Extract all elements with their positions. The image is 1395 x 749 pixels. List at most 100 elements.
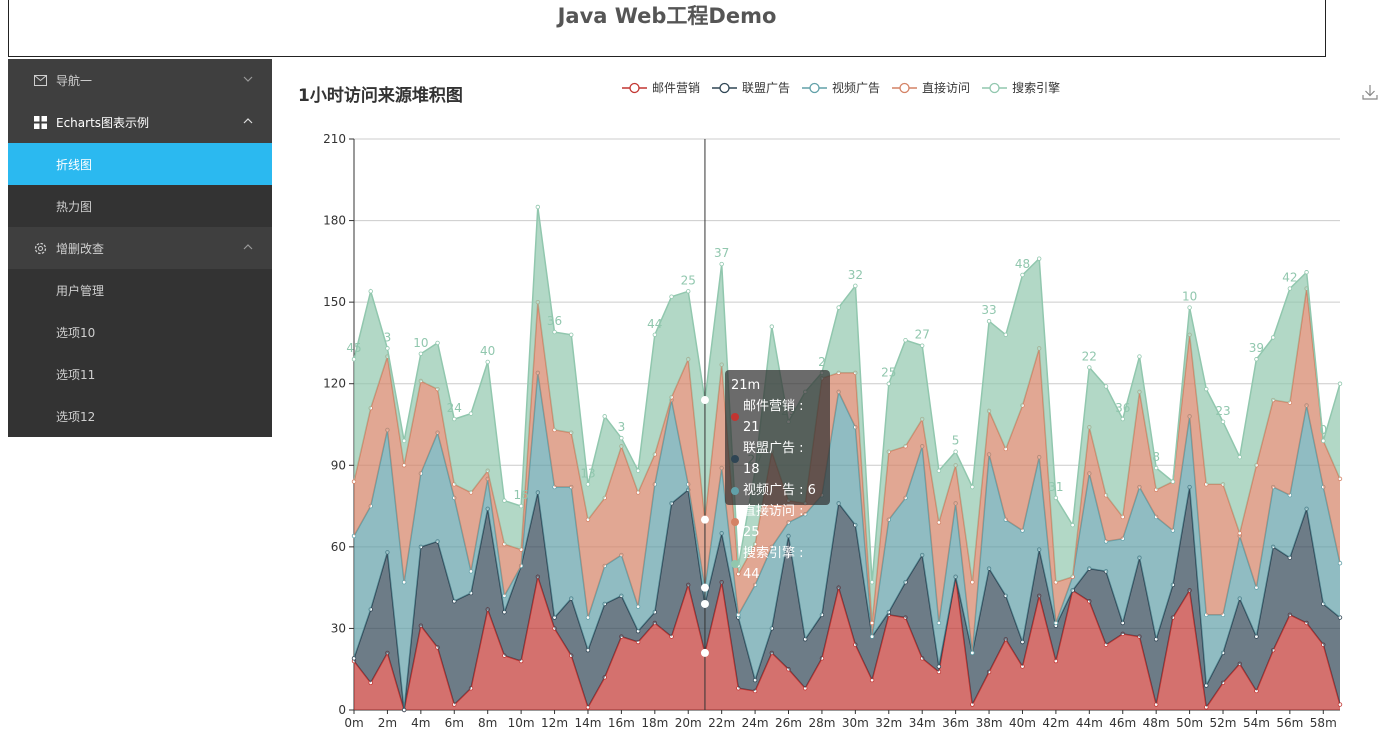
line-搜索引擎: [353, 206, 1341, 583]
y-tick-label: 150: [323, 295, 346, 309]
point-搜索引擎: [1237, 454, 1242, 460]
data-label: 37: [714, 246, 729, 260]
gear-icon: [33, 241, 47, 255]
point-搜索引擎: [1304, 270, 1309, 275]
data-label: 2: [818, 355, 826, 369]
x-tick-label: 6m: [445, 716, 464, 730]
legend-label: 视频广告: [832, 81, 881, 95]
x-tick-label: 38m: [976, 716, 1003, 730]
tooltip-row-text: 搜索引擎 : 44: [742, 546, 804, 582]
hover-point: [700, 648, 709, 657]
series-dot-icon: [731, 560, 739, 568]
data-label: 36: [547, 314, 562, 328]
chevron-up-icon: [243, 244, 253, 250]
point-搜索引擎: [869, 580, 875, 585]
point-搜索引擎: [669, 294, 674, 299]
sidebar: 导航一 Echarts图表示例 折线图 热力图 增删改查 用户管理 选项10 选…: [8, 59, 272, 437]
tooltip-row: 直接访问 : 25: [731, 501, 824, 543]
point-搜索引擎: [903, 338, 908, 343]
hover-point: [700, 515, 709, 524]
tooltip-header: 21m: [731, 378, 761, 393]
point-搜索引擎: [368, 289, 373, 294]
legend-label: 搜索引擎: [1012, 81, 1061, 95]
x-tick-label: 0m: [344, 716, 363, 730]
point-搜索引擎: [1287, 286, 1293, 291]
data-label: 16: [513, 488, 528, 502]
legend-label: 联盟广告: [742, 81, 791, 95]
y-tick-label: 30: [331, 621, 346, 635]
sidebar-item-line-chart[interactable]: 折线图: [8, 143, 272, 185]
x-tick-label: 22m: [708, 716, 735, 730]
app-header: Java Web工程Demo: [8, 0, 1326, 57]
nav-group-crud[interactable]: 增删改查: [8, 227, 272, 269]
x-tick-label: 42m: [1042, 716, 1069, 730]
nav-group-nav1[interactable]: 导航一: [8, 59, 272, 101]
x-tick-label: 30m: [842, 716, 869, 730]
y-tick-label: 90: [331, 458, 346, 472]
tooltip-row: 联盟广告 : 18: [731, 438, 824, 480]
tooltip-row-text: 邮件营销 : 21: [742, 399, 804, 435]
data-label: 0: [1319, 423, 1327, 437]
sidebar-item-heatmap[interactable]: 热力图: [8, 185, 272, 227]
point-搜索引擎: [1170, 479, 1176, 484]
chart-container: 0 30 60 90 120 150 180 210 45 3 10 24 40 16 36 13 3 44 25 3…: [272, 59, 1395, 749]
grid-icon: [33, 115, 47, 129]
legend-item[interactable]: 直接访问: [892, 79, 970, 96]
data-label: 32: [848, 268, 863, 282]
y-tick-label: 180: [323, 214, 346, 228]
point-搜索引擎: [535, 204, 541, 210]
x-tick-label: 48m: [1143, 716, 1170, 730]
point-搜索引擎: [485, 359, 490, 365]
sidebar-item-label: 选项12: [56, 409, 96, 424]
tooltip-row: 视频广告 : 6: [731, 480, 824, 501]
sidebar-item-option10[interactable]: 选项10: [8, 311, 272, 353]
tooltip-row-text: 视频广告 : 6: [743, 483, 816, 498]
legend-item[interactable]: 搜索引擎: [982, 79, 1060, 96]
x-tick-label: 28m: [808, 716, 835, 730]
point-搜索引擎: [1020, 272, 1025, 278]
point-搜索引擎: [619, 435, 624, 441]
area-邮件营销: [354, 576, 1340, 710]
point-搜索引擎: [1087, 365, 1092, 370]
series-dot-icon: [731, 413, 739, 421]
legend-marker-icon: [892, 82, 918, 93]
data-label: 25: [681, 273, 696, 287]
sidebar-item-user-management[interactable]: 用户管理: [8, 269, 272, 311]
point-搜索引擎: [970, 484, 975, 490]
sidebar-item-label: 用户管理: [56, 283, 105, 298]
data-label: 36: [1115, 401, 1130, 415]
point-搜索引擎: [502, 498, 507, 503]
point-搜索引擎: [418, 351, 424, 357]
app-title: Java Web工程Demo: [557, 4, 777, 28]
point-搜索引擎: [1187, 305, 1192, 310]
sidebar-item-label: 选项10: [56, 325, 96, 340]
data-label: 48: [1015, 257, 1030, 271]
point-搜索引擎: [435, 340, 440, 346]
point-搜索引擎: [769, 324, 774, 329]
point-搜索引擎: [1153, 465, 1159, 471]
legend-item[interactable]: 视频广告: [802, 79, 880, 96]
x-tick-label: 54m: [1243, 716, 1270, 730]
data-label: 40: [480, 344, 495, 358]
point-搜索引擎: [1103, 384, 1109, 389]
x-tick-label: 12m: [541, 716, 568, 730]
sidebar-item-option11[interactable]: 选项11: [8, 353, 272, 395]
nav-group-charts[interactable]: Echarts图表示例: [8, 101, 272, 143]
point-搜索引擎: [1120, 416, 1125, 422]
download-icon[interactable]: [1362, 84, 1378, 100]
legend-item[interactable]: 联盟广告: [712, 79, 790, 96]
legend-marker-icon: [802, 82, 828, 93]
point-搜索引擎: [1321, 438, 1326, 444]
x-tick-label: 56m: [1276, 716, 1303, 730]
y-tick-label: 0: [338, 703, 346, 717]
chevron-down-icon: [243, 76, 253, 82]
legend-item[interactable]: 邮件营销: [622, 79, 700, 96]
sidebar-item-label: 选项11: [56, 367, 96, 382]
x-tick-label: 40m: [1009, 716, 1036, 730]
sidebar-item-option12[interactable]: 选项12: [8, 395, 272, 437]
point-搜索引擎: [385, 346, 390, 351]
legend-label: 邮件营销: [652, 81, 701, 95]
legend-marker-icon: [982, 82, 1008, 93]
hover-point: [700, 583, 709, 592]
